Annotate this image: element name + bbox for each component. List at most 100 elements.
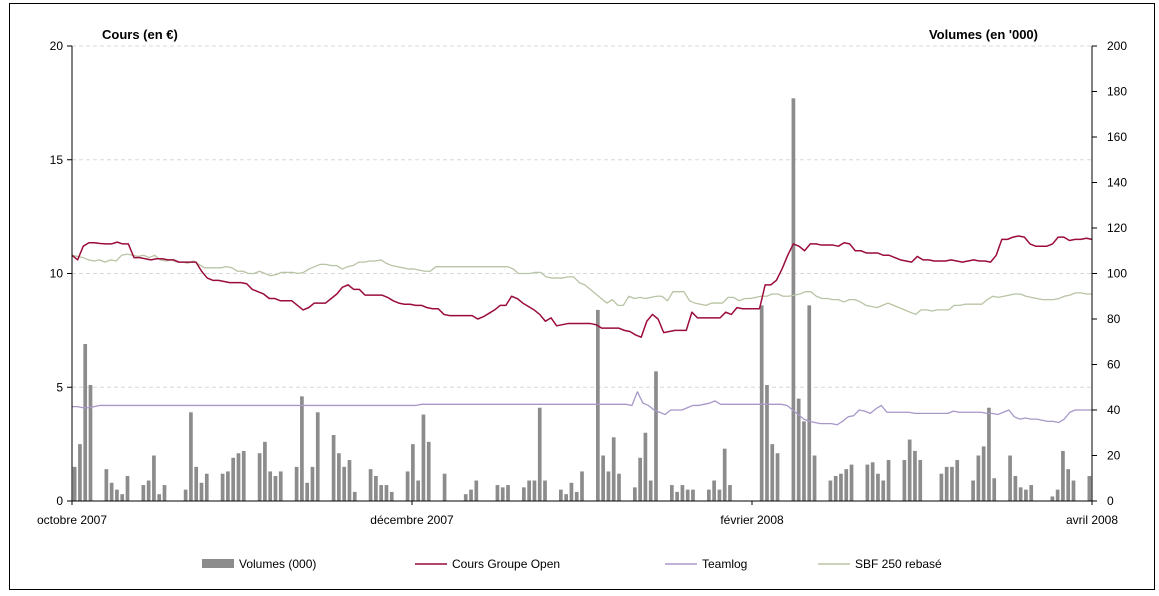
volume-bar [950, 466, 954, 502]
volume-bar [278, 471, 283, 501]
volume-bar [617, 473, 621, 501]
volume-bar [368, 469, 373, 501]
right-tick-label: 140 [1107, 176, 1127, 190]
volume-bar [379, 485, 384, 501]
volume-bar [426, 441, 431, 501]
volume-bar [109, 482, 114, 501]
volume-bar [596, 309, 600, 501]
chart-frame: 0 5 10 15 20 0 20 40 60 80 100 120 140 160 180 200 oct… [9, 3, 1155, 590]
x-tick-label: octobre 2007 [37, 513, 107, 527]
volume-bar [944, 466, 949, 502]
x-tick-label: février 2008 [720, 513, 784, 527]
volume-bar [1013, 475, 1018, 501]
volume-bar [331, 435, 336, 501]
right-tick-label: 160 [1107, 130, 1127, 144]
volume-bar [580, 471, 584, 501]
volume-bar [992, 478, 997, 501]
volume-bar [189, 412, 193, 501]
volume-bar [812, 455, 817, 501]
volume-bar [844, 469, 849, 501]
volume-bar [907, 439, 912, 501]
left-tick-label: 5 [56, 380, 63, 394]
volume-bar [987, 407, 991, 501]
volume-bar [532, 480, 537, 501]
volume-bar [104, 469, 109, 501]
volume-bar [352, 491, 357, 501]
volume-bar [559, 489, 563, 502]
volume-bar [865, 464, 870, 501]
volume-bar [268, 471, 273, 501]
volume-bar [78, 444, 82, 502]
volume-bar [574, 491, 579, 501]
axes [71, 46, 1093, 502]
volume-bar [971, 480, 975, 501]
legend-label: Teamlog [702, 557, 747, 571]
chart: 0 5 10 15 20 0 20 40 60 80 100 120 140 160 180 200 oct… [37, 27, 1127, 571]
right-tick-label: 100 [1107, 267, 1127, 281]
volume-bar [257, 453, 262, 501]
volume-bar [263, 441, 267, 501]
volume-bar [199, 482, 204, 501]
volume-bar [1018, 487, 1023, 501]
volume-bar [849, 464, 854, 501]
volume-bar [1087, 475, 1092, 501]
legend-label: Volumes (000) [239, 557, 316, 571]
teamlog-line [72, 391, 1092, 426]
volume-bar [654, 371, 658, 501]
right-tick-label: 80 [1107, 312, 1121, 326]
volume-bar [648, 480, 653, 501]
legend-volumes: Volumes (000) [202, 557, 316, 571]
volume-bar [728, 485, 732, 501]
volume-bar [976, 455, 981, 501]
volume-bar [881, 480, 886, 501]
left-axis-ticks: 0 5 10 15 20 [50, 39, 72, 508]
volume-bar [474, 480, 479, 501]
volume-bar [411, 444, 415, 502]
volume-bar [405, 471, 410, 501]
volume-bar [125, 475, 130, 501]
volume-bar [522, 487, 526, 501]
legend: Volumes (000) Cours Groupe Open Teamlog SBF… [202, 557, 942, 571]
volume-bar [802, 421, 806, 502]
price-lines [71, 235, 1093, 426]
volume-bar [220, 473, 225, 501]
volume-bar [839, 473, 843, 501]
volume-bar [691, 489, 695, 502]
x-tick-label: décembre 2007 [370, 513, 454, 527]
volume-bar [606, 471, 611, 501]
volume-bar [241, 450, 246, 501]
left-tick-label: 20 [50, 39, 64, 53]
volume-bar [421, 414, 426, 501]
volume-bar [183, 489, 188, 502]
volume-bar [231, 457, 236, 501]
volume-bar [712, 480, 716, 501]
volume-bar [759, 305, 764, 501]
volume-bars [72, 98, 1092, 502]
volume-bar [157, 494, 162, 501]
volume-bar [796, 398, 801, 502]
volume-bar [981, 446, 986, 501]
volume-bar [469, 489, 473, 502]
volume-bar [194, 466, 199, 502]
gridlines [72, 45, 1092, 388]
volume-bar [500, 487, 505, 501]
volume-bar [236, 453, 241, 501]
legend-swatch [202, 559, 234, 568]
right-tick-label: 200 [1107, 39, 1127, 53]
left-axis-title: Cours (en €) [102, 27, 178, 42]
volume-bar [913, 450, 917, 501]
left-tick-label: 0 [56, 494, 63, 508]
left-tick-label: 10 [50, 267, 64, 281]
volume-bar [88, 384, 93, 501]
volume-bar [495, 485, 500, 501]
volume-bar [1008, 455, 1012, 501]
volume-bar [294, 466, 299, 502]
right-tick-label: 20 [1107, 449, 1121, 463]
volume-bar [643, 432, 648, 501]
volume-bar [141, 485, 146, 501]
legend-label: SBF 250 rebasé [855, 557, 942, 571]
volume-bar [1050, 496, 1055, 501]
right-axis-ticks: 0 20 40 60 80 100 120 140 160 180 200 [1092, 39, 1127, 508]
volume-bar [717, 489, 722, 502]
volume-bar [389, 491, 394, 501]
